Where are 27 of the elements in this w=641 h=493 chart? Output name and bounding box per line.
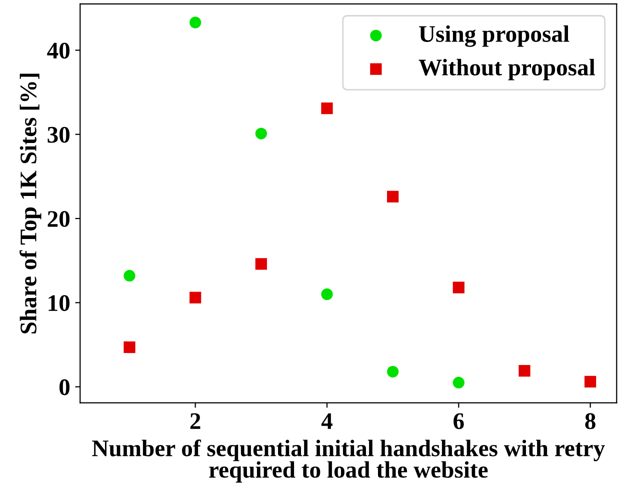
point bbox=[255, 128, 267, 140]
point bbox=[387, 366, 399, 378]
y-tick-label: 30 bbox=[48, 126, 70, 143]
point bbox=[584, 376, 596, 388]
point bbox=[452, 376, 464, 388]
x-axis-title: Number of sequential initial handshakes with retry required to load the website bbox=[92, 439, 605, 483]
x-tick-label: 6 bbox=[454, 413, 464, 430]
y-tick-label: 0 bbox=[59, 379, 70, 396]
y-tick-label: 10 bbox=[48, 295, 70, 312]
point bbox=[255, 258, 267, 270]
y-tick-label: 20 bbox=[48, 211, 70, 227]
y-tick-label: 40 bbox=[47, 42, 70, 59]
point bbox=[190, 292, 202, 304]
x-tick-label: 4 bbox=[321, 413, 332, 429]
point bbox=[124, 341, 136, 354]
point bbox=[518, 364, 530, 377]
point bbox=[452, 282, 464, 294]
point bbox=[321, 288, 333, 300]
point bbox=[190, 16, 202, 28]
point bbox=[124, 270, 136, 282]
point bbox=[321, 102, 333, 114]
point bbox=[387, 190, 399, 202]
legend-label: Without proposal bbox=[418, 58, 595, 80]
x-tick-label: 2 bbox=[190, 413, 200, 429]
y-axis-title: Share of Top 1K Sites [%] bbox=[20, 74, 42, 334]
x-tick-label: 8 bbox=[585, 413, 596, 430]
legend-label: Using proposal bbox=[419, 25, 570, 47]
